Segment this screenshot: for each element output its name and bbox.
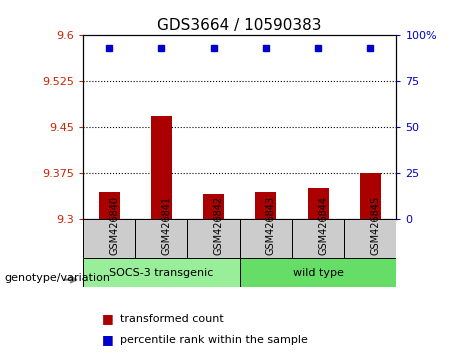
Bar: [99, 192, 119, 219]
Text: GSM426844: GSM426844: [318, 196, 328, 255]
Text: wild type: wild type: [293, 268, 343, 278]
FancyBboxPatch shape: [240, 258, 396, 287]
Title: GDS3664 / 10590383: GDS3664 / 10590383: [158, 18, 322, 33]
Bar: [360, 173, 381, 219]
FancyBboxPatch shape: [292, 219, 344, 258]
FancyBboxPatch shape: [135, 219, 188, 258]
FancyBboxPatch shape: [83, 219, 135, 258]
FancyBboxPatch shape: [344, 219, 396, 258]
Text: ■: ■: [101, 312, 113, 325]
Text: GSM426845: GSM426845: [370, 196, 380, 255]
Bar: [255, 192, 276, 219]
Text: GSM426841: GSM426841: [161, 196, 171, 255]
Text: GSM426842: GSM426842: [213, 196, 224, 255]
FancyBboxPatch shape: [188, 219, 240, 258]
Text: GSM426843: GSM426843: [266, 196, 276, 255]
Bar: [307, 188, 329, 219]
Bar: [151, 116, 172, 219]
FancyBboxPatch shape: [240, 219, 292, 258]
Text: percentile rank within the sample: percentile rank within the sample: [120, 335, 308, 345]
Text: transformed count: transformed count: [120, 314, 224, 324]
Bar: [203, 194, 224, 219]
Text: SOCS-3 transgenic: SOCS-3 transgenic: [109, 268, 213, 278]
Text: GSM426840: GSM426840: [109, 196, 119, 255]
Text: genotype/variation: genotype/variation: [5, 273, 111, 283]
Text: ■: ■: [101, 333, 113, 346]
FancyBboxPatch shape: [83, 258, 240, 287]
